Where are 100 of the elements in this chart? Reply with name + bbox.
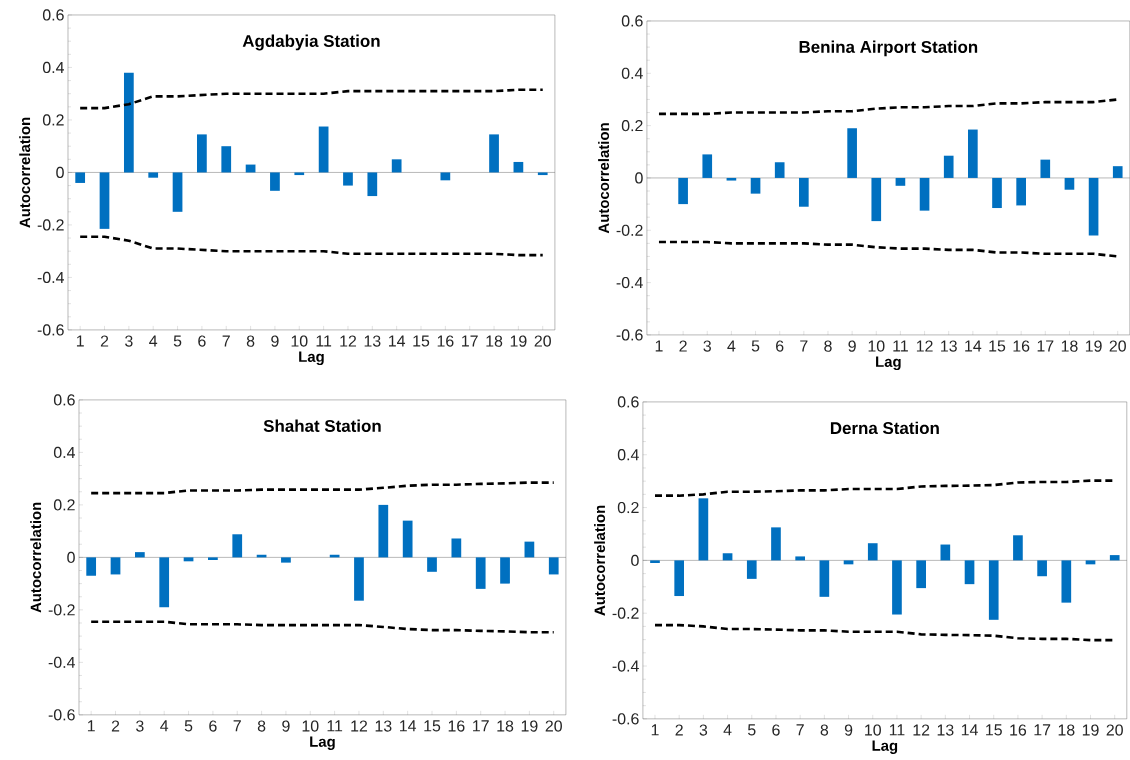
bar bbox=[1064, 178, 1075, 190]
bar bbox=[1061, 560, 1072, 603]
x-tick-label: 19 bbox=[521, 720, 538, 732]
x-tick-label: 18 bbox=[486, 335, 503, 347]
x-tick-label: 3 bbox=[125, 335, 133, 347]
bar bbox=[134, 552, 145, 558]
x-tick-label: 13 bbox=[375, 720, 392, 732]
bar bbox=[916, 560, 926, 589]
x-tick-label: 14 bbox=[961, 724, 978, 736]
x-tick-label: 2 bbox=[675, 724, 683, 736]
x-tick-label: 20 bbox=[545, 720, 562, 732]
x-tick-label: 2 bbox=[100, 335, 109, 347]
x-tick-label: 5 bbox=[751, 340, 760, 352]
bar bbox=[968, 129, 978, 179]
x-tick-label: 10 bbox=[302, 720, 319, 732]
bar bbox=[548, 557, 559, 575]
x-tick-label: 10 bbox=[291, 335, 308, 347]
bar bbox=[774, 162, 785, 179]
y-tick-label: -0.4 bbox=[616, 277, 643, 289]
bar bbox=[1037, 560, 1047, 577]
bar bbox=[270, 172, 280, 191]
x-tick-label: 9 bbox=[844, 724, 853, 736]
bar bbox=[988, 560, 999, 620]
y-tick-label: 0 bbox=[67, 551, 75, 564]
y-tick-label: 0.6 bbox=[617, 396, 639, 408]
bar bbox=[919, 178, 930, 211]
x-tick-label: 8 bbox=[257, 720, 266, 732]
bar bbox=[867, 543, 878, 561]
y-tick-label: 0.4 bbox=[53, 446, 75, 459]
x-tick-label: 8 bbox=[824, 340, 832, 352]
x-axis-title: Lag bbox=[310, 736, 335, 751]
y-axis-title: Autocorrelation bbox=[598, 123, 610, 234]
bar bbox=[86, 557, 97, 576]
x-tick-label: 10 bbox=[865, 724, 881, 736]
bar bbox=[489, 134, 499, 173]
x-tick-label: 19 bbox=[1082, 724, 1099, 736]
x-tick-label: 14 bbox=[965, 340, 982, 352]
x-tick-label: 2 bbox=[679, 340, 687, 352]
bar bbox=[1013, 535, 1023, 561]
y-tick-label: -0.6 bbox=[612, 713, 639, 725]
bar bbox=[378, 504, 389, 558]
x-tick-label: 18 bbox=[497, 720, 514, 732]
x-tick-label: 6 bbox=[209, 720, 217, 732]
y-tick-label: 0.2 bbox=[617, 502, 639, 514]
x-tick-label: 17 bbox=[473, 720, 489, 732]
y-tick-label: -0.6 bbox=[616, 329, 643, 341]
y-tick-label: -0.2 bbox=[37, 219, 64, 231]
bar bbox=[343, 172, 353, 186]
x-tick-label: 4 bbox=[727, 340, 736, 352]
x-tick-label: 20 bbox=[1109, 340, 1126, 352]
bar bbox=[964, 560, 975, 585]
y-tick-label: -0.6 bbox=[48, 709, 75, 721]
bar bbox=[500, 557, 510, 584]
bar bbox=[451, 538, 462, 558]
x-tick-label: 13 bbox=[364, 335, 381, 347]
x-tick-label: 3 bbox=[703, 340, 711, 352]
bar bbox=[281, 557, 291, 563]
y-tick-label: -0.2 bbox=[48, 604, 75, 616]
y-tick-label: 0 bbox=[631, 554, 639, 567]
bar bbox=[221, 146, 232, 173]
bar bbox=[1112, 166, 1123, 179]
bar bbox=[726, 178, 737, 181]
x-tick-label: 19 bbox=[1085, 340, 1102, 352]
y-tick-label: -0.4 bbox=[612, 660, 639, 672]
x-tick-label: 7 bbox=[796, 724, 804, 736]
x-tick-label: 1 bbox=[651, 724, 659, 736]
bar bbox=[943, 155, 954, 179]
x-tick-label: 5 bbox=[747, 724, 756, 736]
x-tick-label: 15 bbox=[986, 724, 1002, 736]
y-tick-label: 0.2 bbox=[42, 114, 64, 126]
x-tick-label: 6 bbox=[776, 340, 784, 352]
y-tick-label: -0.2 bbox=[612, 607, 639, 619]
bar bbox=[678, 178, 688, 205]
bar bbox=[1016, 178, 1026, 206]
y-axis-title: Autocorrelation bbox=[19, 117, 31, 228]
bar bbox=[843, 560, 854, 565]
y-tick-label: 0.6 bbox=[53, 394, 75, 406]
x-tick-label: 14 bbox=[400, 720, 417, 732]
bar bbox=[722, 553, 733, 561]
x-tick-label: 17 bbox=[1034, 724, 1051, 736]
x-tick-label: 17 bbox=[1037, 340, 1054, 352]
x-tick-label: 3 bbox=[699, 724, 708, 736]
x-tick-label: 12 bbox=[351, 720, 368, 732]
bar bbox=[1109, 555, 1120, 561]
bar bbox=[172, 172, 183, 212]
x-tick-label: 16 bbox=[448, 720, 465, 732]
bar bbox=[871, 178, 882, 222]
x-tick-label: 15 bbox=[413, 335, 430, 347]
x-tick-label: 9 bbox=[848, 340, 856, 352]
y-tick-label: -0.4 bbox=[37, 271, 64, 284]
x-tick-label: 19 bbox=[510, 335, 527, 347]
x-tick-label: 11 bbox=[893, 340, 908, 352]
x-tick-label: 18 bbox=[1061, 340, 1078, 352]
bar bbox=[475, 557, 486, 589]
x-tick-label: 6 bbox=[772, 724, 780, 736]
y-tick-label: 0.4 bbox=[42, 61, 64, 74]
x-tick-label: 3 bbox=[136, 720, 144, 732]
x-tick-label: 12 bbox=[913, 724, 930, 736]
x-tick-label: 13 bbox=[937, 724, 954, 736]
text: Agdabyia Station bbox=[242, 34, 380, 51]
